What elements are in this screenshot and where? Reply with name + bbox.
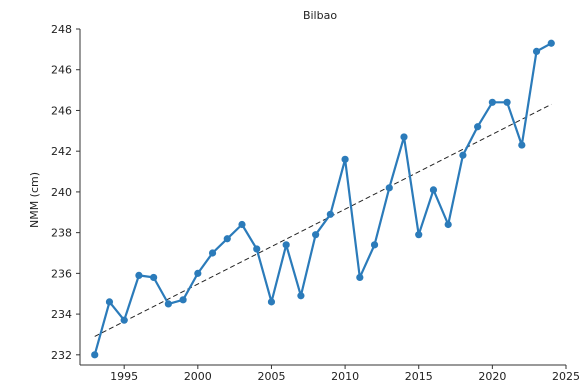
data-point [459,151,467,159]
trend-layer [94,103,552,337]
series-layer [91,39,555,359]
data-point [297,292,305,300]
y-tick-label: 246 [51,104,72,117]
data-point [208,249,217,257]
x-tick-label: 2010 [331,370,359,383]
y-tick-label: 234 [51,308,72,321]
x-tick-label: 2005 [257,370,285,383]
y-tick-label: 240 [51,186,72,199]
y-tick-label: 232 [51,349,72,362]
x-tick-label: 2025 [552,370,580,383]
data-point [474,123,482,131]
data-point [105,298,114,306]
y-axis: 232 234 236 238 240 242 246 246 248 [51,23,81,365]
y-tick-label: 242 [51,145,72,158]
data-point [238,220,246,229]
data-point [164,300,172,308]
y-tick-label: 248 [51,23,72,36]
data-point [415,231,423,239]
data-point [91,351,99,359]
data-point [488,98,496,106]
data-point [444,220,452,229]
data-point [120,316,128,324]
x-axis: 1995 2000 2005 2010 2015 2020 2025 [80,364,580,383]
data-point [150,273,158,282]
data-point [385,184,393,192]
data-point [326,210,334,218]
data-point [370,241,379,249]
data-point [518,141,526,149]
data-point [356,273,364,282]
x-tick-label: 2000 [184,370,212,383]
data-point [223,235,231,243]
y-tick-label: 238 [51,227,72,240]
data-point [312,231,320,239]
chart-title: Bilbao [303,9,337,22]
x-tick-label: 1995 [110,370,138,383]
data-point [267,298,276,306]
data-point [194,269,202,277]
y-tick-label: 246 [51,64,72,77]
data-point [503,98,511,106]
data-point [179,296,187,304]
data-point [429,186,438,194]
y-axis-title: NMM (cm) [28,172,41,228]
data-point [547,39,555,47]
x-tick-label: 2015 [405,370,433,383]
series-line [93,42,552,356]
x-tick-label: 2020 [478,370,506,383]
data-point [282,241,290,249]
data-point [135,271,143,279]
data-point [400,133,408,141]
trend-line [94,103,552,337]
y-tick-label: 236 [51,267,72,280]
data-point [253,245,261,253]
data-point [341,155,349,163]
data-point [532,47,541,56]
